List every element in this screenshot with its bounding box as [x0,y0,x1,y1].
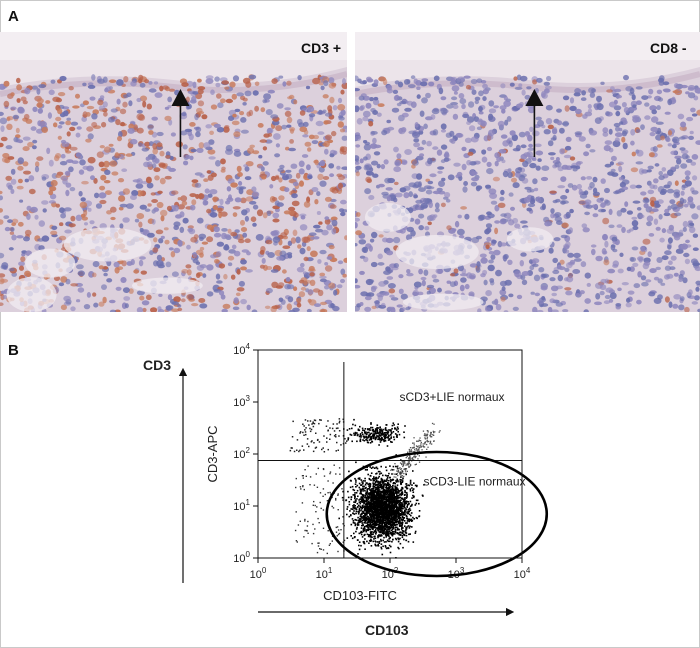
side-label-vertical: CD3 [143,357,171,373]
gate-ellipse [325,450,549,578]
y-axis-title: CD3-APC [205,425,220,482]
panel-a-label: A [8,8,19,25]
y-tick-label: 104 [233,342,250,357]
y-tick-label: 103 [233,394,250,409]
flow-cytometry-plot: CD3 CD103 CD103-FITC CD3-APC 100 101 102 10… [143,342,549,638]
micrograph-cd3 [0,32,347,312]
x-tick-label: 101 [316,566,333,581]
panel-b-label: B [8,342,19,359]
stain-label-cd8: CD8 - [650,40,687,56]
y-tick-label: 101 [233,498,250,513]
y-tick-label: 102 [233,446,250,461]
plot-area [257,349,523,559]
population-label-cd3-positive: sCD3+LIE normaux [399,390,504,404]
side-label-horizontal: CD103 [365,622,409,638]
x-axis-title: CD103-FITC [323,588,397,603]
x-tick-label: 104 [514,566,531,581]
y-tick-label: 100 [233,550,250,565]
x-tick-label: 100 [250,566,267,581]
scatter-points [289,418,441,559]
micrograph-cd8 [355,32,700,312]
stain-label-cd3: CD3 + [301,40,342,56]
population-label-cd3-negative: sCD3-LIE normaux [423,474,525,488]
